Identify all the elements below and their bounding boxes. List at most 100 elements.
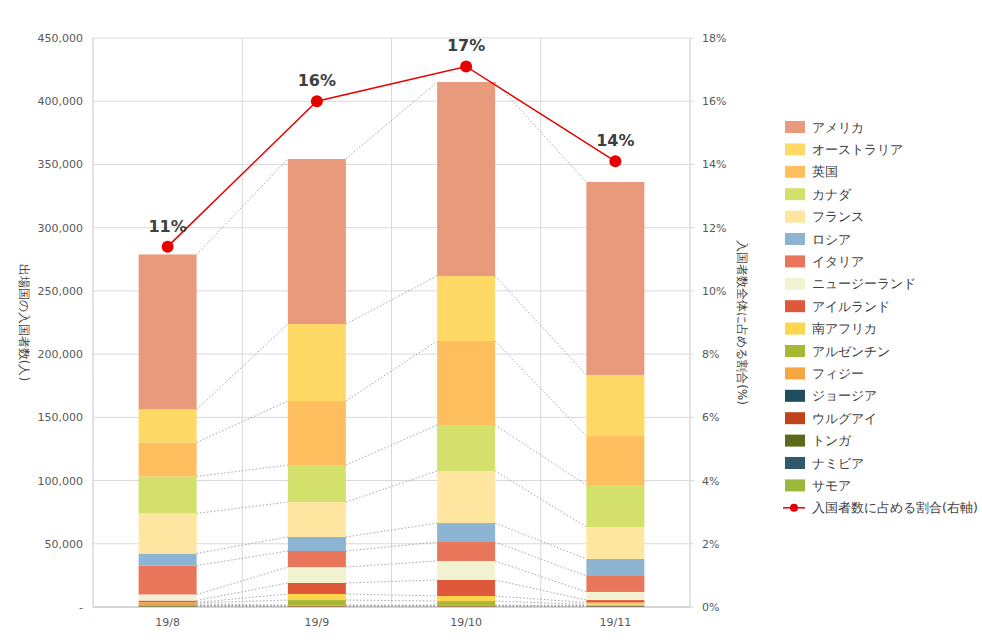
bar-segment: [437, 276, 495, 341]
legend-label: ニュージーランド: [812, 276, 916, 291]
y2-tick: [690, 227, 694, 228]
bar-segment: [139, 513, 197, 553]
bar-segment: [586, 606, 644, 607]
grid-line-vertical: [242, 38, 243, 607]
series-connector: [197, 600, 288, 603]
data-label: 11%: [148, 217, 186, 236]
y2-tick-label: 16%: [702, 95, 726, 108]
bar-segment: [586, 592, 644, 600]
series-connector: [346, 606, 437, 607]
bar-segment: [586, 600, 644, 603]
series-connector: [346, 523, 437, 537]
y2-tick-label: 18%: [702, 32, 726, 45]
background: [0, 0, 982, 642]
bar-segment: [586, 375, 644, 436]
legend-label: 入国者数に占める割合(右軸): [812, 500, 978, 515]
legend-label: トンガ: [812, 433, 852, 448]
bar-segment: [288, 600, 346, 605]
series-connector: [197, 605, 288, 606]
chart: -50,000100,000150,000200,000250,000300,0…: [0, 0, 982, 642]
legend-label: ロシア: [812, 232, 851, 247]
bar-segment: [586, 606, 644, 607]
bar-segment: [586, 436, 644, 485]
bar-segment: [437, 561, 495, 580]
bar-segment: [288, 551, 346, 567]
series-connector: [346, 600, 437, 601]
bar-segment: [586, 576, 644, 592]
series-connector: [346, 425, 437, 465]
bar-segment: [586, 606, 644, 607]
bar-segment: [288, 159, 346, 324]
y2-tick-label: 2%: [702, 538, 719, 551]
bar-segment: [437, 425, 495, 471]
bar-segment: [437, 606, 495, 607]
bar-segment: [586, 605, 644, 607]
series-connector: [197, 606, 288, 607]
bar-segment: [139, 554, 197, 566]
series-connector: [197, 502, 288, 513]
legend-label: ウルグアイ: [812, 411, 877, 426]
line-marker: [162, 241, 174, 253]
legend-label: アメリカ: [812, 120, 864, 135]
series-connector: [495, 341, 586, 436]
bar-segment: [586, 606, 644, 607]
y-tick-label: 100,000: [38, 475, 84, 488]
series-connector: [346, 606, 437, 607]
series-connector: [346, 580, 437, 583]
series-connector: [197, 567, 288, 594]
bar-segment: [437, 605, 495, 606]
y2-tick-label: 12%: [702, 222, 726, 235]
series-connector: [495, 596, 586, 603]
bar-segment: [288, 567, 346, 583]
legend-swatch: [785, 345, 805, 357]
legend-swatch: [785, 255, 805, 267]
bar-segment: [139, 606, 197, 607]
series-connector: [197, 401, 288, 442]
legend-label: 英国: [812, 164, 838, 179]
bar-segment: [139, 606, 197, 607]
grid-line-vertical: [93, 38, 94, 607]
y2-tick-label: 8%: [702, 348, 719, 361]
y2-tick-label: 4%: [702, 475, 719, 488]
plot-data: [139, 60, 645, 607]
bar-segment: [437, 341, 495, 425]
y-tick-label: 150,000: [38, 411, 84, 424]
legend-label: アイルランド: [812, 299, 890, 314]
bar-segment: [288, 605, 346, 606]
series-connector: [197, 594, 288, 602]
series-connector: [346, 594, 437, 596]
x-tick-label: 19/10: [450, 616, 482, 629]
series-connector: [495, 605, 586, 606]
bar-segment: [139, 442, 197, 476]
series-connector: [495, 580, 586, 600]
legend-swatch: [785, 390, 805, 402]
bar-segment: [437, 606, 495, 607]
y-tick-label: 200,000: [38, 348, 84, 361]
legend: アメリカオーストラリア英国カナダフランスロシアイタリアニュージーランドアイルラン…: [783, 120, 978, 516]
data-label: 17%: [447, 36, 485, 55]
bar-segment: [586, 559, 644, 576]
data-label: 16%: [298, 71, 336, 90]
bar-segment: [288, 502, 346, 537]
data-labels: 11%16%17%14%: [148, 36, 634, 235]
legend-swatch: [785, 412, 805, 424]
series-connector: [197, 551, 288, 566]
series-connector: [197, 604, 288, 605]
legend-swatch: [785, 166, 805, 178]
legend-swatch: [785, 121, 805, 133]
bar-segment: [288, 324, 346, 401]
bar-segment: [288, 594, 346, 600]
bar-segment: [586, 527, 644, 559]
y2-tick-label: 6%: [702, 411, 719, 424]
series-connector: [495, 523, 586, 559]
series-connector: [346, 542, 437, 551]
bar-segment: [288, 606, 346, 607]
series-connector: [495, 276, 586, 375]
series-connector: [495, 605, 586, 606]
legend-swatch: [785, 300, 805, 312]
legend-label: サモア: [812, 478, 851, 493]
legend-swatch: [785, 479, 805, 491]
series-connector: [495, 606, 586, 607]
y2-axis-title: 入国者数全体に占める割合(%): [735, 240, 749, 405]
legend-swatch: [785, 323, 805, 335]
